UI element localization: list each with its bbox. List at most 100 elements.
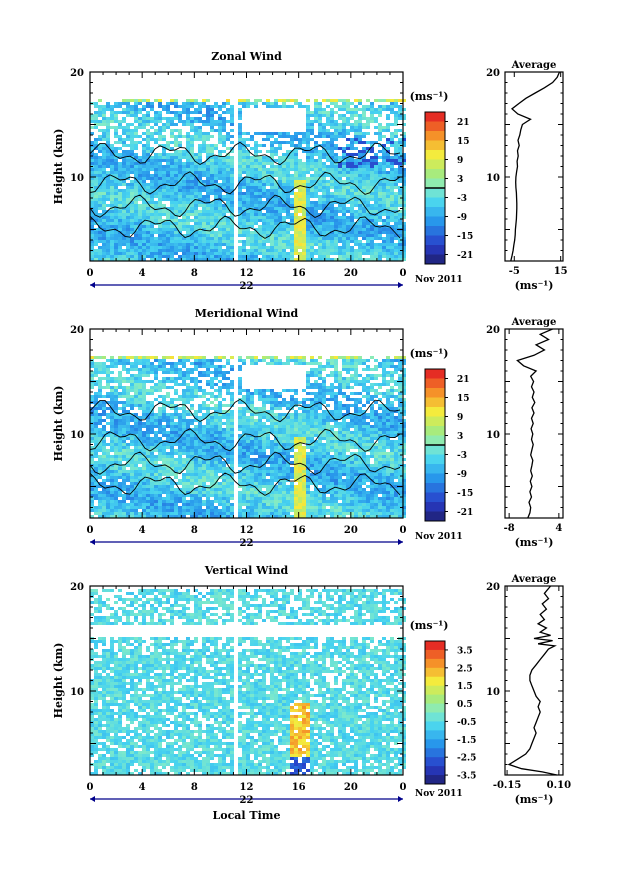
field-cell [134,443,138,446]
field-cell [282,216,286,219]
field-cell [182,437,186,440]
field-cell [170,189,174,192]
field-cell [342,165,346,168]
field-cell [158,446,162,449]
field-cell [278,231,282,234]
field-cell [90,413,94,416]
field-cell [118,419,122,422]
field-cell [266,255,270,258]
field-cell [190,192,194,195]
field-cell [158,458,162,461]
field-cell [166,395,170,398]
field-cell [138,237,142,240]
field-cell [154,132,158,135]
field-cell [182,111,186,114]
field-cell [322,108,326,111]
field-cell [90,356,94,359]
field-cell [290,228,294,231]
field-cell [402,252,406,255]
field-cell [106,503,110,506]
field-cell [170,377,174,380]
y-tick-label: 20 [70,68,84,79]
field-cell [302,234,306,237]
field-cell [222,156,226,159]
field-cell [154,386,158,389]
field-cell [394,198,398,201]
field-cell [134,255,138,258]
field-cell [162,401,166,404]
field-cell [290,186,294,189]
field-cell [346,225,350,228]
field-cell [294,216,298,219]
field-cell [162,153,166,156]
field-cell [386,165,390,168]
field-cell [138,252,142,255]
field-cell [178,467,182,470]
field-cell [282,210,286,213]
field-cell [166,485,170,488]
field-cell [306,198,310,201]
field-cell [186,240,190,243]
field-cell [170,195,174,198]
field-cell [322,195,326,198]
field-cell [306,201,310,204]
field-cell [162,356,166,359]
field-cell [158,422,162,425]
field-cell [366,228,370,231]
field-cell [158,204,162,207]
field-cell [270,195,274,198]
field-cell [158,455,162,458]
field-cell [266,222,270,225]
field-cell [238,258,242,261]
field-cell [110,512,114,515]
field-cell [286,192,290,195]
field-cell [110,410,114,413]
field-cell [314,252,318,255]
field-cell [226,204,230,207]
field-cell [186,488,190,491]
field-cell [214,237,218,240]
field-cell [398,141,402,144]
field-cell [94,470,98,473]
field-cell [154,485,158,488]
field-cell [366,234,370,237]
field-cell [350,126,354,129]
field-cell [170,246,174,249]
field-cell [402,246,406,249]
field-cell [322,240,326,243]
field-cell [342,117,346,120]
field-cell [118,210,122,213]
field-cell [298,171,302,174]
field-cell [338,174,342,177]
field-cell [290,144,294,147]
field-cell [266,99,270,102]
field-cell [174,114,178,117]
field-cell [158,186,162,189]
field-cell [158,255,162,258]
field-cell [126,494,130,497]
field-cell [158,258,162,261]
field-cell [326,216,330,219]
field-cell [190,389,194,392]
field-cell [114,171,118,174]
field-cell [378,213,382,216]
field-cell [174,368,178,371]
field-cell [222,177,226,180]
field-cell [310,189,314,192]
field-cell [206,168,210,171]
field-cell [374,120,378,123]
field-cell [402,231,406,234]
field-cell [122,153,126,156]
field-cell [186,159,190,162]
field-cell [150,425,154,428]
field-cell [382,150,386,153]
field-cell [358,255,362,258]
field-cell [314,105,318,108]
field-cell [122,377,126,380]
field-cell [162,431,166,434]
field-cell [178,228,182,231]
field-cell [310,129,314,132]
field-cell [310,180,314,183]
field-cell [346,207,350,210]
field-cell [222,183,226,186]
